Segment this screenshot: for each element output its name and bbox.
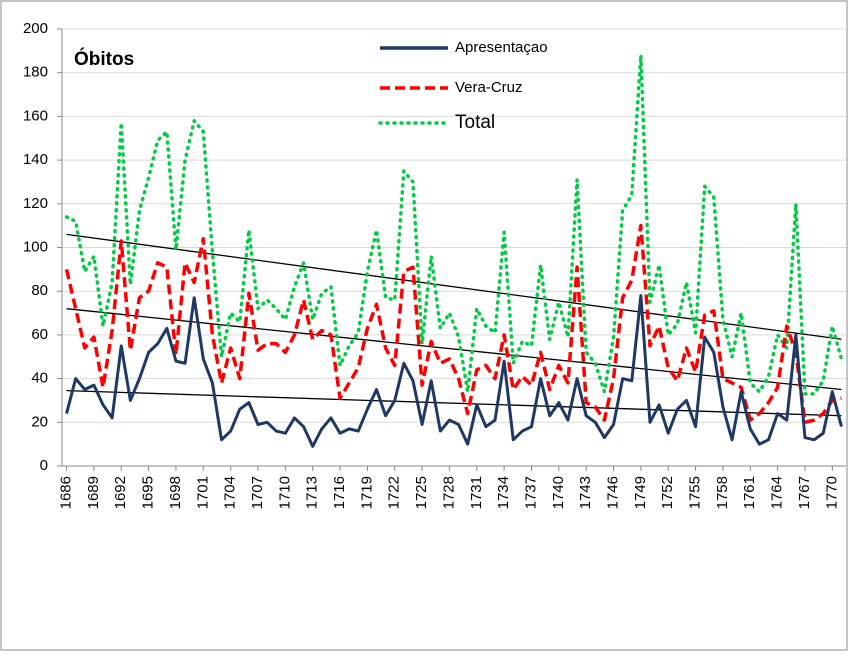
legend-label: Vera-Cruz — [455, 79, 523, 96]
x-tick-label: 1707 — [249, 476, 266, 509]
x-tick-label: 1734 — [495, 476, 512, 509]
x-tick-label: 1692 — [112, 476, 129, 509]
x-tick-label: 1716 — [331, 476, 348, 509]
x-tick-label: 1719 — [358, 476, 375, 509]
x-tick-label: 1743 — [577, 476, 594, 509]
x-tick-label: 1761 — [741, 476, 758, 509]
x-tick-label: 1728 — [440, 476, 457, 509]
x-tick-label: 1725 — [413, 476, 430, 509]
x-tick-label: 1758 — [714, 476, 731, 509]
y-tick-label: 40 — [31, 370, 48, 387]
x-tick-label: 1737 — [522, 476, 539, 509]
y-tick-label: 60 — [31, 326, 48, 343]
x-tick-label: 1749 — [632, 476, 649, 509]
trend-line — [66, 389, 842, 417]
x-tick-label: 1686 — [58, 476, 75, 509]
x-tick-label: 1767 — [796, 476, 813, 509]
y-tick-label: 120 — [23, 195, 48, 212]
x-tick-label: 1695 — [140, 476, 157, 509]
y-tick-label: 160 — [23, 107, 48, 124]
y-tick-label: 0 — [40, 457, 48, 474]
x-tick-label: 1746 — [605, 476, 622, 509]
x-tick-label: 1701 — [194, 476, 211, 509]
series-line — [65, 294, 843, 448]
x-tick-label: 1755 — [687, 476, 704, 509]
legend-label: Apresentaçao — [455, 39, 548, 56]
x-tick-label: 1722 — [386, 476, 403, 509]
x-tick-label: 1770 — [823, 476, 840, 509]
x-tick-label: 1752 — [659, 476, 676, 509]
y-tick-label: 100 — [23, 238, 48, 255]
x-tick-label: 1689 — [85, 476, 102, 509]
series-line — [64, 53, 844, 396]
x-tick-label: 1704 — [222, 476, 239, 509]
x-tick-label: 1713 — [304, 476, 321, 509]
y-tick-label: 80 — [31, 282, 48, 299]
x-tick-label: 1764 — [769, 476, 786, 509]
x-tick-label: 1710 — [276, 476, 293, 509]
y-tick-label: 140 — [23, 151, 48, 168]
trend-line — [66, 308, 842, 391]
y-tick-label: 200 — [23, 20, 48, 37]
x-tick-label: 1731 — [468, 476, 485, 509]
chart-title: Óbitos — [74, 48, 134, 70]
trend-line — [66, 233, 842, 340]
series-line — [64, 223, 842, 425]
y-tick-label: 180 — [23, 64, 48, 81]
legend-label: Total — [455, 112, 495, 133]
x-tick-label: 1698 — [167, 476, 184, 509]
y-tick-label: 20 — [31, 413, 48, 430]
x-tick-label: 1740 — [550, 476, 567, 509]
